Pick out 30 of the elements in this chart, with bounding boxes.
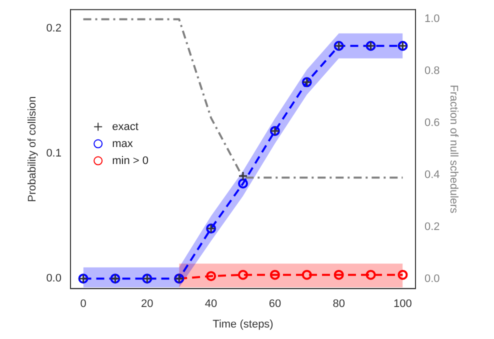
point <box>334 270 344 280</box>
point <box>206 271 216 282</box>
x-tick-label: 60 <box>268 298 282 310</box>
y-tick-label: 0.2 <box>46 22 62 34</box>
point <box>366 270 376 280</box>
point <box>238 178 248 189</box>
legend-label: min > 0 <box>112 154 148 167</box>
x-tick-label: 100 <box>394 298 412 310</box>
point <box>270 270 280 280</box>
point <box>398 270 408 280</box>
legend-label: exact <box>112 120 138 133</box>
x-tick-label: 20 <box>141 298 154 310</box>
x-tick-label: 0 <box>80 298 86 310</box>
y2-tick-label: 0.0 <box>424 273 440 286</box>
y2-tick-label: 0.4 <box>424 169 440 182</box>
point <box>238 171 248 181</box>
legend-label: max <box>112 138 134 150</box>
x-axis-title: Time (steps) <box>212 318 274 330</box>
y-tick-label: 0.1 <box>46 148 62 160</box>
y2-tick-label: 0.6 <box>424 117 440 130</box>
y-tick-label: 0.0 <box>46 272 62 285</box>
x-tick-label: 40 <box>204 298 218 310</box>
y-axis-title: Probability of collision <box>26 96 39 202</box>
x-tick-label: 80 <box>332 298 345 310</box>
y2-tick-label: 1.0 <box>424 13 440 26</box>
point <box>302 270 312 280</box>
point <box>238 270 248 280</box>
y2-tick-label: 0.2 <box>424 221 440 234</box>
y2-tick-label: 0.8 <box>424 65 440 78</box>
y2-axis-title: Fraction of null schedulers <box>447 84 460 214</box>
